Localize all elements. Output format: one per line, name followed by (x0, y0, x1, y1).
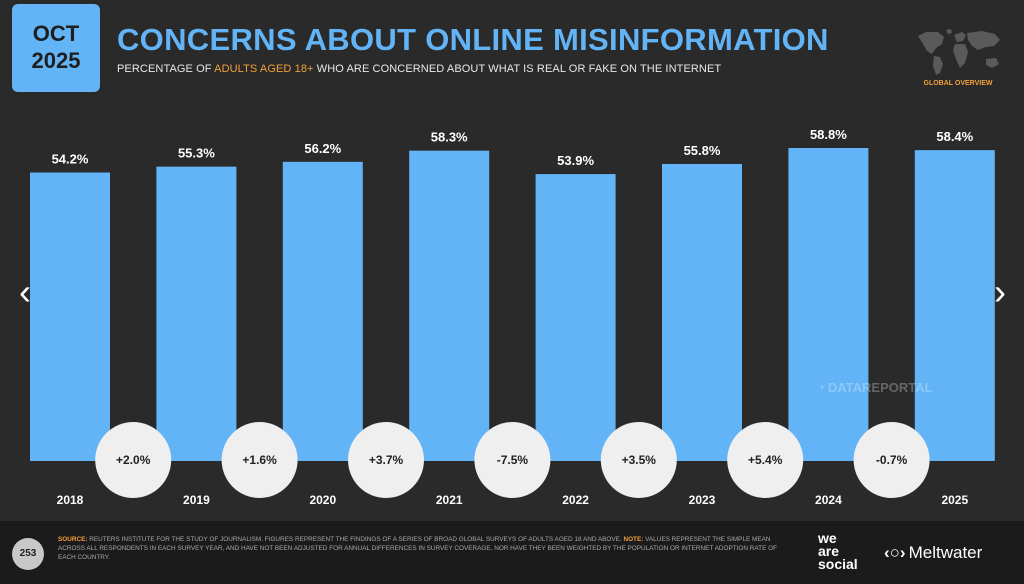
value-label-2018: 54.2% (52, 151, 89, 166)
we-are-social-logo: we are social (818, 530, 868, 572)
change-label-2022: -7.5% (497, 453, 529, 467)
value-label-2024: 58.8% (810, 127, 847, 142)
change-label-2023: +3.5% (622, 453, 657, 467)
world-map-icon (918, 29, 1000, 75)
page-subtitle: PERCENTAGE OF ADULTS AGED 18+ WHO ARE CO… (117, 63, 721, 75)
brand-line-1: we (818, 530, 837, 546)
x-tick-label-2019: 2019 (183, 493, 210, 507)
subtitle-text-start: PERCENTAGE OF (117, 63, 215, 75)
bar-2019 (156, 166, 237, 461)
source-label: SOURCE: (58, 536, 88, 543)
value-label-2025: 58.4% (936, 129, 973, 144)
badge-year: 2025 (31, 48, 81, 73)
meltwater-logo: ‹○› Meltwater (884, 543, 982, 563)
bar-2022 (535, 174, 616, 462)
x-tick-label-2021: 2021 (436, 493, 463, 507)
brand-line-3: social (818, 556, 858, 572)
subtitle-text-end: WHO ARE CONCERNED ABOUT WHAT IS REAL OR … (313, 63, 722, 75)
bar-2018 (30, 172, 110, 461)
watermark-text: DATAREPORTAL (827, 380, 933, 395)
change-label-2025: -0.7% (876, 453, 908, 467)
brand-line-2: are (818, 543, 840, 559)
bar-2025 (914, 150, 995, 461)
change-badge-2025 (853, 422, 930, 498)
change-label-2024: +5.4% (748, 453, 783, 467)
note-label: NOTE: (623, 536, 644, 543)
bar-2021 (409, 150, 490, 461)
next-slide-button[interactable]: › (994, 271, 1006, 312)
value-label-2021: 58.3% (431, 130, 468, 145)
subtitle-highlight: ADULTS AGED 18+ (214, 63, 314, 75)
change-badge-2023 (600, 422, 677, 498)
x-tick-label-2022: 2022 (562, 493, 589, 507)
meltwater-logo-icon: ‹○› (884, 543, 906, 562)
x-tick-label-2023: 2023 (689, 493, 716, 507)
datareportal-logo-icon: ◔ (817, 380, 825, 395)
source-note: SOURCE: REUTERS INSTITUTE FOR THE STUDY … (58, 535, 794, 562)
meltwater-name: Meltwater (908, 543, 983, 562)
x-tick-label-2025: 2025 (941, 493, 968, 507)
footer: 253 SOURCE: REUTERS INSTITUTE FOR THE ST… (0, 521, 1024, 584)
date-badge: OCT 2025 (12, 4, 100, 92)
previous-slide-button[interactable]: ‹ (19, 271, 31, 312)
change-badge-2021 (348, 422, 424, 498)
change-badge-2022 (474, 422, 551, 498)
change-badge-2020 (221, 422, 298, 498)
value-label-2019: 55.3% (178, 146, 215, 161)
change-label-2020: +1.6% (242, 453, 277, 467)
change-badge-2019 (95, 422, 172, 498)
badge-month: OCT (32, 21, 80, 46)
value-label-2022: 53.9% (557, 153, 594, 168)
page-number: 253 (12, 538, 44, 570)
x-tick-label-2020: 2020 (309, 493, 336, 507)
x-tick-label-2018: 2018 (57, 493, 84, 507)
value-label-2023: 55.8% (684, 143, 721, 158)
x-tick-label-2024: 2024 (815, 493, 842, 507)
datareportal-watermark: ◔ DATAREPORTAL (817, 380, 933, 395)
region-indicator: GLOBAL OVERVIEW (912, 26, 1004, 90)
change-label-2021: +3.7% (369, 453, 404, 467)
note-text: VALUES REPRESENT THE SIMPLE MEAN ACROSS … (58, 536, 777, 561)
source-text: REUTERS INSTITUTE FOR THE STUDY OF JOURN… (87, 536, 624, 543)
region-label: GLOBAL OVERVIEW (923, 80, 993, 87)
change-label-2019: +2.0% (116, 453, 151, 467)
value-label-2020: 56.2% (304, 141, 341, 156)
bar-2024 (788, 148, 869, 461)
bar-2020 (282, 161, 363, 461)
page-title: CONCERNS ABOUT ONLINE MISINFORMATION (117, 22, 829, 57)
bar-2023 (662, 163, 742, 461)
change-badge-2024 (727, 422, 804, 498)
